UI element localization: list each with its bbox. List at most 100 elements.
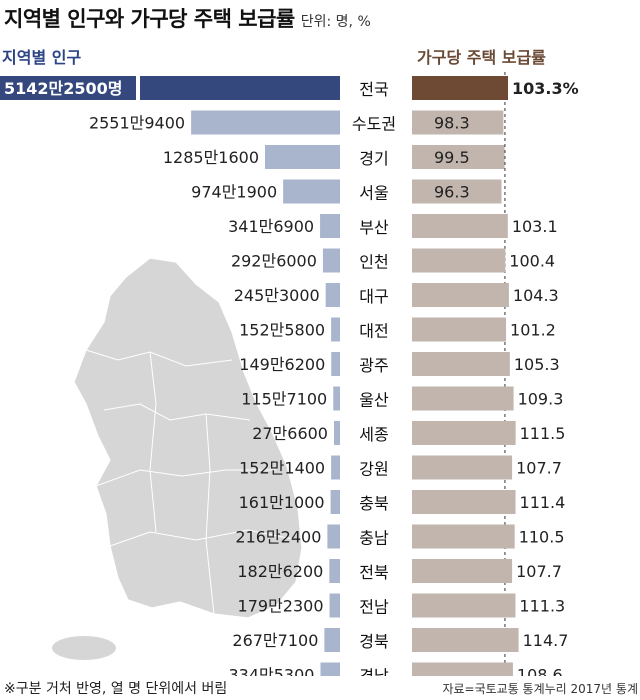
footnote: ※구분 거처 반영, 열 명 단위에서 버림 — [4, 681, 228, 697]
region-label: 세종 — [359, 425, 388, 444]
population-value-label: 2551만9400 — [89, 114, 185, 133]
population-bar — [265, 145, 340, 169]
housing-bar — [412, 455, 513, 480]
population-value-label: 974만1900 — [191, 183, 277, 202]
housing-value-label: 96.3 — [434, 183, 470, 202]
housing-bar — [412, 248, 506, 273]
population-value-label: 152만1400 — [239, 459, 325, 478]
province-border-line — [205, 413, 215, 615]
housing-value-label: 103.1 — [512, 217, 558, 236]
population-value-label: 341만6900 — [228, 217, 314, 236]
population-value-label: 149만6200 — [239, 355, 325, 374]
jeju-island-shape — [52, 636, 116, 660]
housing-bar — [412, 559, 513, 583]
housing-value-label: 104.3 — [513, 286, 559, 305]
korea-map-illustration — [52, 257, 303, 660]
population-bar-strip — [0, 76, 136, 100]
housing-bar — [412, 524, 515, 549]
province-border-line — [103, 403, 251, 421]
population-bar — [320, 662, 340, 676]
housing-value-label: 110.5 — [519, 528, 565, 547]
population-section-label: 지역별 인구 — [2, 48, 82, 67]
housing-value-label: 111.5 — [520, 424, 566, 443]
province-border-line — [109, 529, 299, 547]
region-label: 대구 — [359, 287, 388, 306]
housing-value-label: 103.3% — [512, 79, 579, 98]
population-value-label: 27만6600 — [252, 424, 328, 443]
population-value-label: 152만5800 — [239, 321, 325, 340]
housing-bar — [412, 490, 516, 514]
region-label: 충북 — [359, 494, 388, 513]
population-value-label: 161만1000 — [239, 493, 325, 512]
housing-value-label: 98.3 — [434, 114, 470, 133]
population-bar — [331, 455, 340, 480]
population-value-label: 1285만1600 — [163, 148, 259, 167]
housing-value-label: 105.3 — [514, 355, 560, 374]
population-value-label: 5142만2500명 — [4, 79, 123, 98]
housing-section-label: 가구당 주택 보급률 — [417, 48, 546, 67]
title-row: 지역별 인구와 가구당 주택 보급률 단위: 명, % — [4, 3, 371, 37]
region-label: 수도권 — [352, 115, 396, 134]
unit-label: 단위: 명, % — [300, 14, 371, 30]
housing-bar — [412, 593, 516, 618]
population-bar — [329, 593, 340, 618]
housing-value-label: 111.3 — [519, 597, 565, 616]
region-label: 인천 — [359, 253, 388, 272]
province-border-line — [149, 351, 157, 533]
population-bar — [324, 628, 340, 652]
source-note: 자료=국토교통 통계누리 2017년 통계 — [442, 682, 638, 696]
region-label: 경기 — [359, 149, 388, 168]
housing-value-label: 114.7 — [523, 631, 569, 650]
housing-bar — [412, 352, 510, 376]
population-bar — [327, 524, 340, 549]
population-value-label: 245만3000 — [234, 286, 320, 305]
housing-bar — [412, 628, 519, 652]
population-bar — [333, 386, 340, 411]
population-bar — [320, 214, 340, 238]
chart-canvas: 5142만2500명 전국 103.3% 2551만9400 수도권 98.3 1285만1… — [0, 72, 579, 676]
population-value-label: 115만7100 — [241, 390, 327, 409]
housing-bar — [412, 76, 508, 100]
region-label: 광주 — [359, 356, 388, 375]
region-label: 전북 — [359, 563, 388, 582]
population-value-label: 182만6200 — [237, 562, 323, 581]
population-bar — [325, 283, 340, 307]
housing-value-label: 108.6 — [517, 666, 563, 677]
housing-bar — [412, 214, 508, 238]
bars-layer: 5142만2500명 전국 103.3% 2551만9400 수도권 98.3 1285만1… — [0, 72, 579, 676]
region-label: 경남 — [359, 667, 389, 677]
region-label: 충남 — [359, 529, 389, 548]
region-label: 서울 — [359, 184, 388, 203]
region-label: 울산 — [359, 391, 389, 410]
region-label: 대전 — [359, 322, 388, 341]
population-bar — [331, 352, 340, 376]
housing-bar — [412, 145, 505, 169]
region-label: 강원 — [359, 460, 388, 479]
housing-bar — [412, 110, 504, 135]
population-bar — [334, 421, 340, 445]
housing-bar — [412, 421, 516, 445]
housing-value-label: 111.4 — [520, 493, 566, 512]
population-bar — [330, 490, 340, 514]
population-value-label: 267만7100 — [232, 631, 318, 650]
region-label: 경북 — [359, 632, 388, 651]
region-label: 전남 — [359, 598, 389, 617]
population-bar — [329, 559, 340, 583]
population-value-label: 292만6000 — [231, 252, 317, 271]
population-bar — [331, 317, 340, 342]
housing-value-label: 100.4 — [509, 252, 555, 271]
population-bar — [283, 179, 340, 204]
population-bar — [322, 248, 340, 273]
region-label: 부산 — [359, 218, 389, 237]
region-label: 전국 — [359, 80, 388, 99]
housing-bar — [412, 317, 507, 342]
housing-value-label: 99.5 — [434, 148, 470, 167]
housing-bar — [412, 662, 513, 676]
housing-value-label: 107.7 — [516, 459, 562, 478]
housing-value-label: 101.2 — [510, 321, 556, 340]
population-bar — [191, 110, 340, 135]
population-bar — [140, 76, 340, 100]
population-value-label: 179만2300 — [238, 597, 324, 616]
population-value-label: 334만5300 — [228, 666, 314, 677]
province-border-line — [95, 469, 276, 487]
